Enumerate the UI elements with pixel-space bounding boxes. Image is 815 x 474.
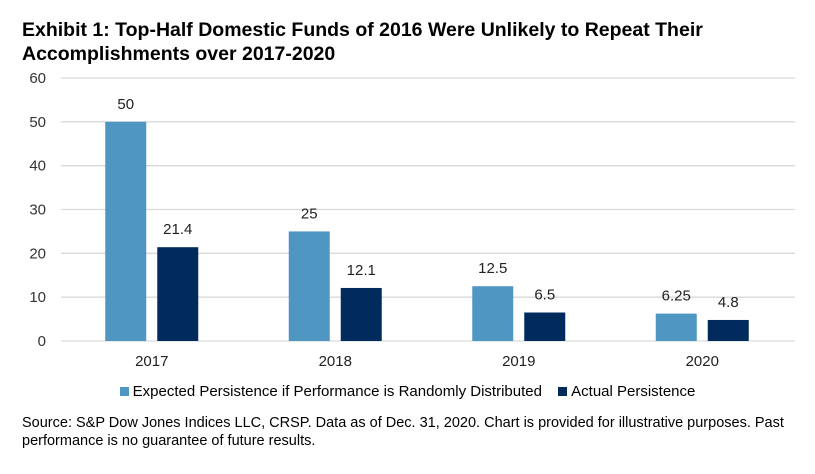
- data-label: 25: [301, 205, 318, 222]
- bar-actual-2018: [340, 287, 382, 341]
- bar-expected-2017: [105, 121, 147, 341]
- data-label: 6.25: [662, 288, 691, 305]
- legend-swatch-expected: [119, 387, 129, 396]
- bar-actual-2019: [524, 312, 566, 341]
- bar-actual-2017: [157, 247, 199, 341]
- legend-swatch-actual: [558, 387, 568, 396]
- legend: Expected Persistence if Performance is R…: [0, 383, 815, 400]
- y-tick-label: 40: [29, 158, 46, 175]
- y-tick-label: 30: [29, 202, 46, 219]
- bar-expected-2018: [288, 231, 330, 341]
- x-tick-label: 2018: [319, 353, 352, 370]
- y-tick-label: 0: [38, 333, 46, 350]
- data-label: 12.1: [347, 262, 376, 279]
- data-label: 4.8: [718, 294, 739, 311]
- bar-expected-2019: [472, 286, 514, 341]
- y-tick-label: 10: [29, 289, 46, 306]
- data-label: 6.5: [534, 287, 555, 304]
- legend-item-expected: Expected Persistence if Performance is R…: [119, 383, 542, 400]
- y-tick-label: 50: [29, 114, 46, 131]
- x-tick-label: 2017: [135, 353, 168, 370]
- data-label: 12.5: [478, 260, 507, 277]
- legend-item-actual: Actual Persistence: [558, 383, 695, 400]
- data-label: 21.4: [163, 221, 192, 238]
- source-note: Source: S&P Dow Jones Indices LLC, CRSP.…: [22, 415, 784, 449]
- bar-expected-2020: [655, 313, 697, 341]
- data-label: 50: [117, 96, 134, 113]
- y-tick-label: 60: [29, 70, 46, 87]
- x-tick-label: 2019: [502, 353, 535, 370]
- legend-label-expected: Expected Persistence if Performance is R…: [132, 383, 542, 400]
- bar-chart: 0 10 20 30 40 50 60 50 21.4 2017 25 12.1 2018 12.5 6.5…: [29, 70, 795, 370]
- legend-label-actual: Actual Persistence: [571, 383, 696, 400]
- chart-title: Exhibit 1: Top-Half Domestic Funds of 20…: [22, 19, 703, 65]
- y-tick-label: 20: [29, 245, 46, 262]
- bar-actual-2020: [707, 319, 749, 341]
- x-tick-label: 2020: [686, 353, 719, 370]
